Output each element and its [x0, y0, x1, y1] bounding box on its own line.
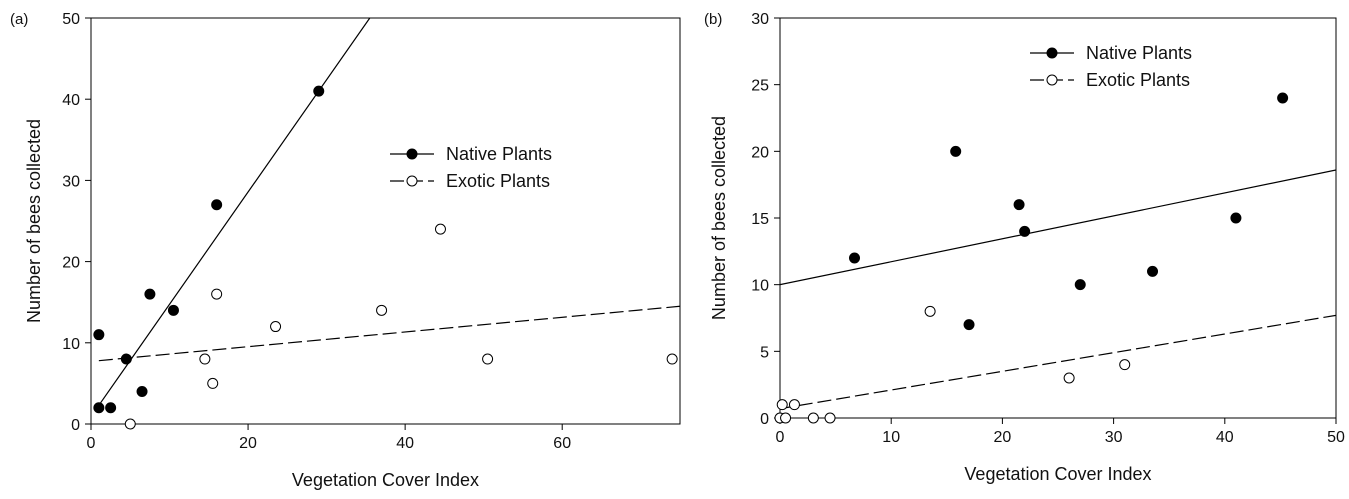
native-data-point: [144, 288, 156, 300]
legend-label: Exotic Plants: [1086, 70, 1190, 90]
native-data-point: [1013, 199, 1025, 211]
x-tick-label: 40: [1216, 429, 1234, 446]
y-axis-title: Number of bees collected: [709, 116, 729, 320]
native-data-point: [1019, 225, 1031, 237]
y-tick-label: 40: [62, 92, 80, 109]
exotic-data-point: [780, 412, 792, 424]
native-data-point: [120, 353, 132, 365]
legend-label: Native Plants: [446, 144, 552, 164]
native-data-point: [1277, 92, 1289, 104]
native-data-point: [963, 319, 975, 331]
native-data-point: [1147, 265, 1159, 277]
exotic-data-point: [207, 377, 219, 389]
x-tick-label: 60: [553, 435, 571, 452]
legend: Native Plants Exotic Plants: [1030, 43, 1192, 90]
native-data-point: [93, 329, 105, 341]
x-tick-label: 10: [882, 429, 900, 446]
y-tick-label: 20: [62, 255, 80, 272]
legend-marker: [1046, 74, 1058, 86]
exotic-fit-line: [780, 314, 1336, 410]
legend-marker: [406, 148, 418, 160]
x-tick-label: 40: [396, 435, 414, 452]
exotic-data-point: [482, 353, 494, 365]
y-tick-label: 10: [751, 278, 769, 295]
exotic-data-point: [124, 418, 136, 430]
x-axis-title: Vegetation Cover Index: [964, 464, 1151, 484]
native-data-point: [136, 386, 148, 398]
panel-label: (b): [704, 11, 722, 28]
chart-panel-b: (b) 0 10 20 30 40 50 0 5 10 15 20 25 30 Vegetation Cov…: [704, 11, 1345, 484]
x-tick-label: 0: [776, 429, 785, 446]
y-tick-label: 0: [760, 411, 769, 428]
exotic-data-point: [199, 353, 211, 365]
native-data-point: [313, 85, 325, 97]
y-tick-label: 20: [751, 144, 769, 161]
exotic-data-point: [434, 223, 446, 235]
y-axis-title: Number of bees collected: [24, 119, 44, 323]
y-tick-label: 30: [62, 173, 80, 190]
native-data-point: [211, 199, 223, 211]
x-tick-label: 20: [994, 429, 1012, 446]
exotic-data-point: [1063, 372, 1075, 384]
native-data-point: [105, 402, 117, 414]
exotic-data-point: [666, 353, 678, 365]
x-axis-title: Vegetation Cover Index: [292, 470, 479, 490]
native-fit-line: [780, 169, 1336, 286]
x-tick-label: 0: [87, 435, 96, 452]
y-tick-label: 25: [751, 78, 769, 95]
native-data-point: [849, 252, 861, 264]
legend: Native Plants Exotic Plants: [390, 144, 552, 191]
exotic-data-point: [211, 288, 223, 300]
exotic-data-point: [270, 321, 282, 333]
plot-frame: [779, 17, 1337, 419]
y-tick-label: 15: [751, 211, 769, 228]
y-tick-label: 0: [71, 417, 80, 434]
legend-label: Native Plants: [1086, 43, 1192, 63]
exotic-data-point: [924, 305, 936, 317]
plot-frame: [90, 17, 681, 425]
native-data-point: [1074, 279, 1086, 291]
native-data-point: [950, 145, 962, 157]
legend-marker: [1046, 47, 1058, 59]
exotic-data-point: [824, 412, 836, 424]
y-tick-label: 5: [760, 344, 769, 361]
y-tick-label: 10: [62, 336, 80, 353]
y-tick-label: 50: [62, 11, 80, 28]
native-data-point: [1230, 212, 1242, 224]
panel-label: (a): [10, 11, 28, 28]
exotic-data-point: [788, 399, 800, 411]
legend-label: Exotic Plants: [446, 171, 550, 191]
exotic-data-point: [376, 304, 388, 316]
exotic-fit-line: [98, 305, 680, 362]
x-tick-label: 50: [1327, 429, 1345, 446]
exotic-data-point: [807, 412, 819, 424]
exotic-data-point: [1119, 359, 1131, 371]
native-fit-line: [98, 18, 371, 406]
native-data-point: [93, 402, 105, 414]
native-data-point: [167, 304, 179, 316]
chart-panel-a: (a) 0 20 40 60 0 10 20 30 40 50 Vegetation Cover In…: [10, 11, 681, 490]
exotic-data-point: [776, 399, 788, 411]
legend-marker: [406, 175, 418, 187]
x-tick-label: 30: [1105, 429, 1123, 446]
x-tick-label: 20: [239, 435, 257, 452]
y-tick-label: 30: [751, 11, 769, 28]
